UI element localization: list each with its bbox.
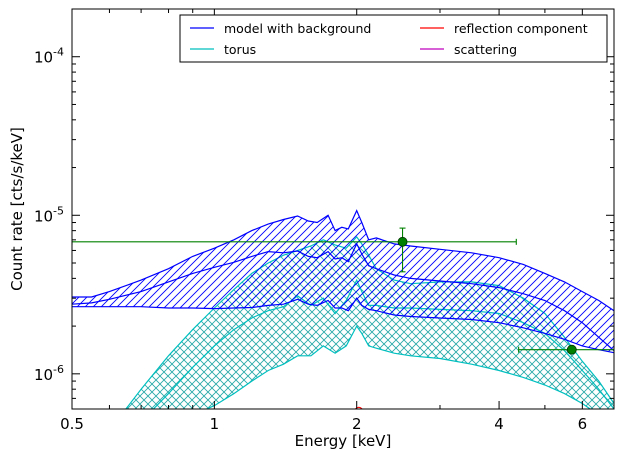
- data-point: [518, 344, 614, 355]
- legend-label: reflection component: [454, 21, 588, 36]
- model-with-background-lower-line: [72, 297, 614, 354]
- model-with-background-upper-line: [72, 209, 614, 312]
- legend: model with background reflection componen…: [179, 14, 608, 63]
- x-axis-label: Energy [keV]: [295, 432, 392, 450]
- x-tick-label: 1: [210, 415, 220, 433]
- x-tick-label: 4: [494, 415, 504, 433]
- legend-label: model with background: [224, 21, 371, 36]
- data-marker: [566, 344, 577, 355]
- model-with-background-band: [72, 210, 614, 353]
- data-point: [72, 227, 517, 273]
- y-axis-label: Count rate [cts/s/keV]: [8, 127, 26, 291]
- reflection-point: [354, 406, 363, 409]
- legend-box: [179, 14, 608, 63]
- x-tick-label: 2: [352, 415, 362, 433]
- y-tick-label: 10-6: [34, 363, 64, 384]
- plot-frame: [71, 8, 615, 410]
- legend-label: torus: [224, 42, 256, 57]
- legend-label: scattering: [454, 42, 517, 57]
- data-marker: [397, 236, 408, 247]
- model-with-background-mid-line: [72, 242, 614, 352]
- x-tick-label: 0.5: [60, 415, 84, 433]
- torus-lower-line: [205, 324, 592, 409]
- y-tick-label: 10-5: [34, 204, 64, 225]
- x-tick-label: 6: [578, 415, 588, 433]
- y-tick-label: 10-4: [34, 46, 64, 67]
